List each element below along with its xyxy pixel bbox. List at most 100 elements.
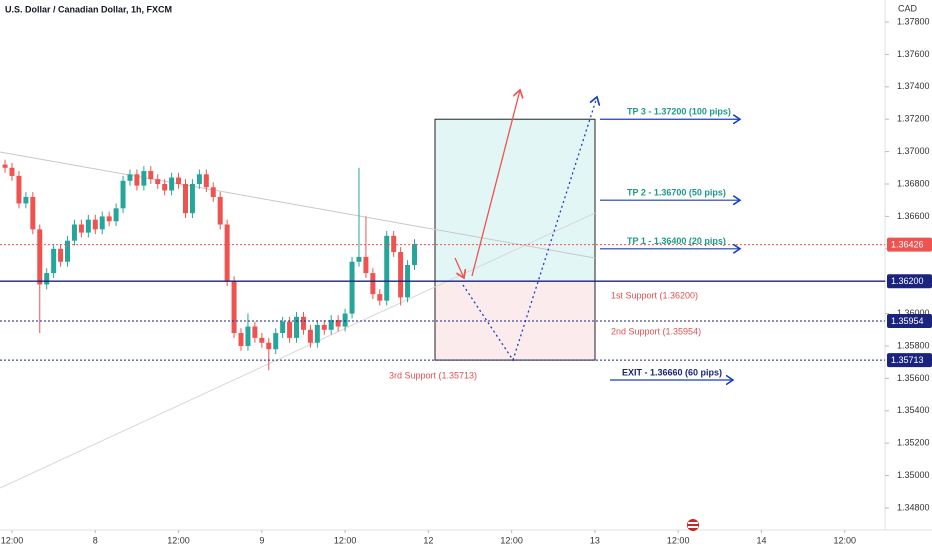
arrow (454, 257, 464, 278)
candle-body (384, 235, 390, 301)
price-tag-label: 1.36200 (891, 276, 924, 286)
x-tick-label: 8 (93, 535, 98, 545)
candle-body (300, 316, 306, 330)
y-tick-label: 1.35600 (897, 373, 930, 383)
y-tick-label: 1.35200 (897, 438, 930, 448)
plot-background (434, 118, 596, 361)
candle-body (363, 256, 369, 274)
y-tick-label: 1.34800 (897, 502, 930, 512)
candle-body (16, 175, 22, 204)
y-tick-label: 1.37600 (897, 49, 930, 59)
y-tick-label: 1.36800 (897, 178, 930, 188)
x-tick-label: 13 (590, 535, 600, 545)
price-tag-label: 1.35713 (891, 355, 924, 365)
candle-body (99, 216, 105, 230)
y-tick-label: 1.37000 (897, 146, 930, 156)
price-tag-label: 1.35954 (891, 316, 924, 326)
chart-title: U.S. Dollar / Canadian Dollar, 1h, FXCM (5, 4, 172, 14)
candle-body (71, 224, 77, 241)
candle-body (266, 342, 272, 350)
candle-body (113, 208, 119, 222)
candle-body (2, 164, 8, 168)
candle-body (51, 248, 57, 274)
stop-zone (435, 281, 595, 361)
candle-body (148, 171, 154, 180)
y-tick-label: 1.35800 (897, 340, 930, 350)
candle-body (92, 219, 98, 230)
price-tag (887, 314, 932, 329)
x-tick-label: 12:00 (833, 535, 856, 545)
candle-body (411, 243, 417, 265)
price-tag-label: 1.36426 (891, 239, 924, 249)
trend-line (0, 212, 596, 489)
x-tick-label: 12:00 (167, 535, 190, 545)
candle-body (328, 320, 334, 330)
candle-body (120, 180, 126, 209)
candle-body (106, 216, 112, 222)
candle-body (37, 229, 43, 285)
candle-body (231, 281, 237, 334)
trend-line (0, 151, 596, 259)
candle-body (314, 324, 320, 343)
flag-icon (688, 522, 698, 524)
x-tick-label: 12 (423, 535, 433, 545)
candle-body (356, 256, 362, 262)
candle-body (196, 174, 202, 185)
candle-body (65, 240, 71, 262)
candle-body (78, 224, 84, 233)
candle-body (307, 329, 313, 343)
candle-body (273, 333, 279, 350)
candle-body (252, 326, 258, 338)
candle-body (189, 184, 195, 214)
y-tick-label: 1.36000 (897, 308, 930, 318)
candle-body (127, 174, 133, 181)
support-label: 2nd Support (1.35954) (611, 326, 701, 336)
candle-body (377, 294, 383, 301)
y-tick-label: 1.37200 (897, 114, 930, 124)
target-label: TP 2 - 1.36700 (50 pips) (627, 188, 726, 198)
candle-body (169, 177, 175, 191)
y-tick-label: 1.35400 (897, 405, 930, 415)
candle-body (280, 321, 286, 334)
target-label: TP 3 - 1.37200 (100 pips) (627, 107, 731, 117)
price-tag (887, 353, 932, 368)
candle-body (259, 337, 265, 343)
x-tick-label: 12:00 (667, 535, 690, 545)
candle-body (30, 196, 36, 230)
candle-body (398, 252, 404, 298)
support-label: 1st Support (1.36200) (611, 290, 698, 300)
price-tag (887, 237, 932, 252)
candle-body (224, 224, 230, 282)
candle-body (342, 313, 348, 327)
x-tick-label: 12:00 (334, 535, 357, 545)
y-tick-label: 1.35000 (897, 470, 930, 480)
candle-body (85, 219, 91, 233)
candle-body (321, 324, 327, 330)
candle-body (162, 184, 168, 191)
axis-label: CAD (898, 3, 918, 13)
candle-body (134, 174, 140, 186)
candle-body (349, 261, 355, 314)
candle-body (287, 321, 293, 338)
support-label: 3rd Support (1.35713) (389, 370, 477, 380)
target-zone (435, 119, 595, 282)
target-label: TP 1 - 1.36400 (20 pips) (627, 236, 726, 246)
position-box (434, 118, 596, 361)
exit-label: EXIT - 1.36660 (60 pips) (622, 367, 722, 377)
flag-icon (688, 526, 698, 528)
candle-body (155, 179, 161, 185)
candle-body (245, 326, 251, 346)
candle-body (44, 273, 50, 285)
y-tick-label: 1.36600 (897, 211, 930, 221)
x-tick-label: 9 (259, 535, 264, 545)
plot (2, 159, 417, 371)
candle-body (210, 187, 216, 197)
candle-body (335, 320, 341, 327)
flag-icon (687, 519, 699, 531)
candle-body (23, 196, 29, 204)
candle-body (141, 171, 147, 186)
price-tag (887, 274, 932, 289)
candle-body (176, 177, 182, 185)
candle-body (238, 333, 244, 346)
